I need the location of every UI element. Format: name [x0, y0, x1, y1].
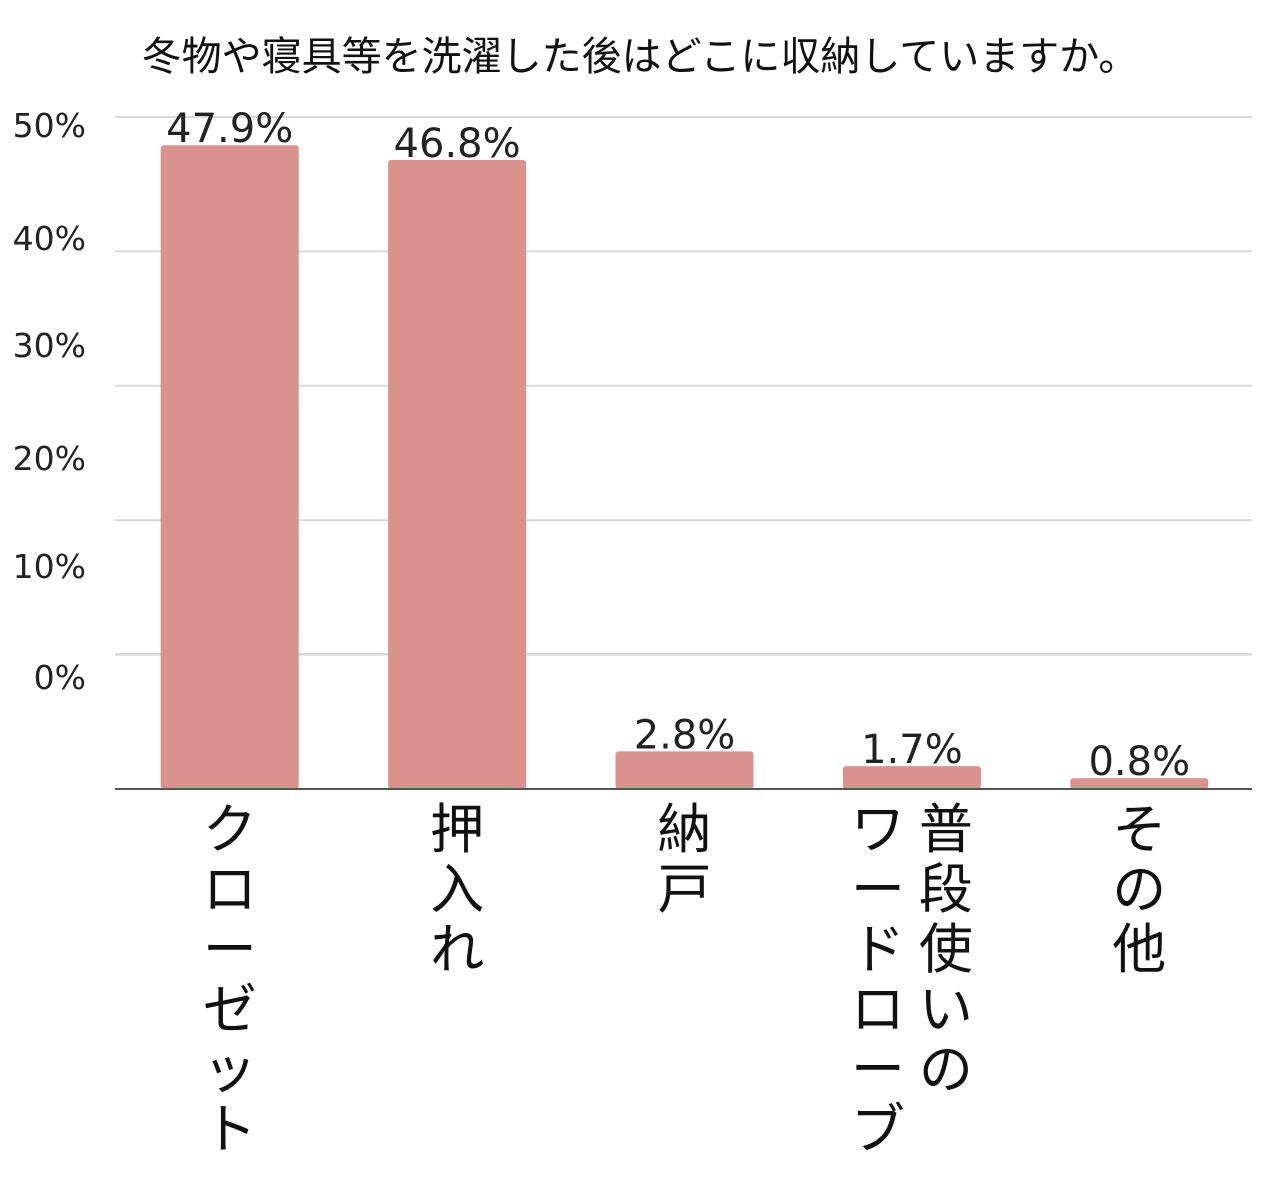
data-label: 1.7%: [861, 727, 963, 773]
y-tick-label: 40%: [13, 219, 86, 258]
y-tick-label: 0%: [34, 658, 86, 697]
y-tick-label: 20%: [13, 439, 86, 478]
x-category-label: 押入れ: [430, 798, 484, 981]
x-category-label: その他: [1112, 798, 1166, 981]
gridlines: [115, 116, 1252, 656]
bar: [1070, 778, 1209, 789]
x-category-label: クローゼット: [203, 798, 257, 1161]
data-label: 0.8%: [1088, 739, 1190, 785]
x-category-label: ワードローブ: [851, 798, 905, 1161]
x-category-label: 普段使いの: [919, 798, 973, 1101]
bar: [388, 160, 527, 789]
bar: [615, 751, 754, 789]
y-tick-label: 10%: [13, 547, 86, 586]
bars: [160, 145, 1209, 789]
bar: [842, 766, 981, 789]
y-tick-label: 50%: [13, 106, 86, 145]
data-label: 46.8%: [394, 121, 521, 167]
bar: [160, 145, 299, 789]
y-axis-tick-labels: 50% 40% 30% 20% 10% 0%: [13, 106, 86, 697]
y-tick-label: 30%: [13, 326, 86, 365]
x-category-label: 納戸: [658, 798, 712, 921]
data-label: 47.9%: [166, 106, 293, 152]
data-label: 2.8%: [634, 712, 736, 758]
chart-title: 冬物や寝具等を洗濯した後はどこに収納していますか。: [142, 34, 1139, 80]
data-labels: 47.9% 46.8% 2.8% 1.7% 0.8%: [166, 106, 1190, 785]
